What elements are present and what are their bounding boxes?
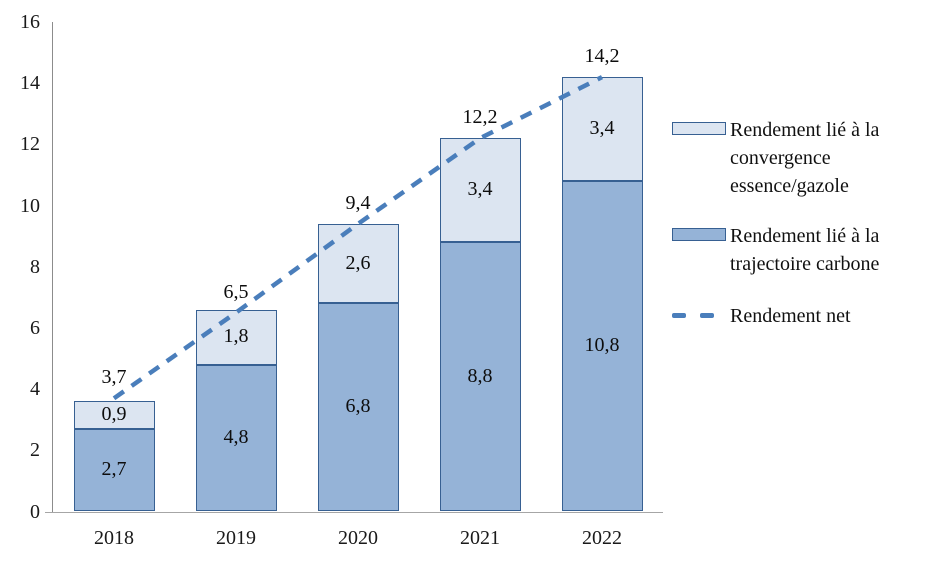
legend-label-trajectoire: Rendement lié à la trajectoire carbone [730,225,880,275]
y-tick-label: 0 [30,500,40,523]
y-tick-label: 2 [30,439,40,462]
y-tick-label: 12 [20,133,40,156]
bar-segment-label: 3,4 [467,178,493,201]
bar-segment [73,401,155,429]
net-value-label: 3,7 [101,366,127,389]
y-axis [52,22,53,513]
legend-item-net: Rendement net [672,302,920,330]
x-axis-label: 2019 [216,527,256,549]
bar-segment-label: 3,4 [589,117,615,140]
bar-segment-label: 8,8 [467,364,493,387]
y-tick-label: 4 [30,378,40,401]
legend-label-net: Rendement net [730,305,851,327]
x-axis-label: 2020 [338,527,378,549]
bar-segment-label: 6,8 [345,395,371,418]
bar-segment [73,428,155,512]
legend-item-convergence: Rendement lié à la convergence essence/g… [672,116,920,200]
x-axis-label: 2021 [460,527,500,549]
chart-legend: Rendement lié à la convergence essence/g… [672,116,920,352]
y-tick-label: 16 [20,11,40,33]
net-value-label: 12,2 [462,106,498,129]
legend-label-convergence: Rendement lié à la convergence essence/g… [730,119,880,197]
bar-segment-label: 10,8 [584,334,620,357]
y-tick-label: 10 [20,194,40,217]
y-tick-label: 14 [20,72,40,95]
net-value-label: 9,4 [345,191,371,214]
y-tick-label: 6 [30,316,40,339]
legend-swatch-light-icon [672,122,726,135]
x-axis [45,511,663,513]
bar-segment-label: 2,7 [101,458,127,481]
x-axis-label: 2018 [94,527,134,549]
bar-segment-label: 1,8 [223,325,249,348]
bar-segment-label: 2,6 [345,251,371,274]
bar-segment-label: 4,8 [223,426,249,449]
bar-segment-label: 0,9 [101,403,127,426]
net-value-label: 6,5 [223,280,249,303]
net-value-label: 14,2 [584,45,620,68]
x-axis-label: 2022 [582,527,622,549]
legend-swatch-dark-icon [672,228,726,241]
legend-dashed-line-icon [672,313,726,318]
y-tick-label: 8 [30,255,40,278]
legend-item-trajectoire: Rendement lié à la trajectoire carbone [672,222,920,278]
